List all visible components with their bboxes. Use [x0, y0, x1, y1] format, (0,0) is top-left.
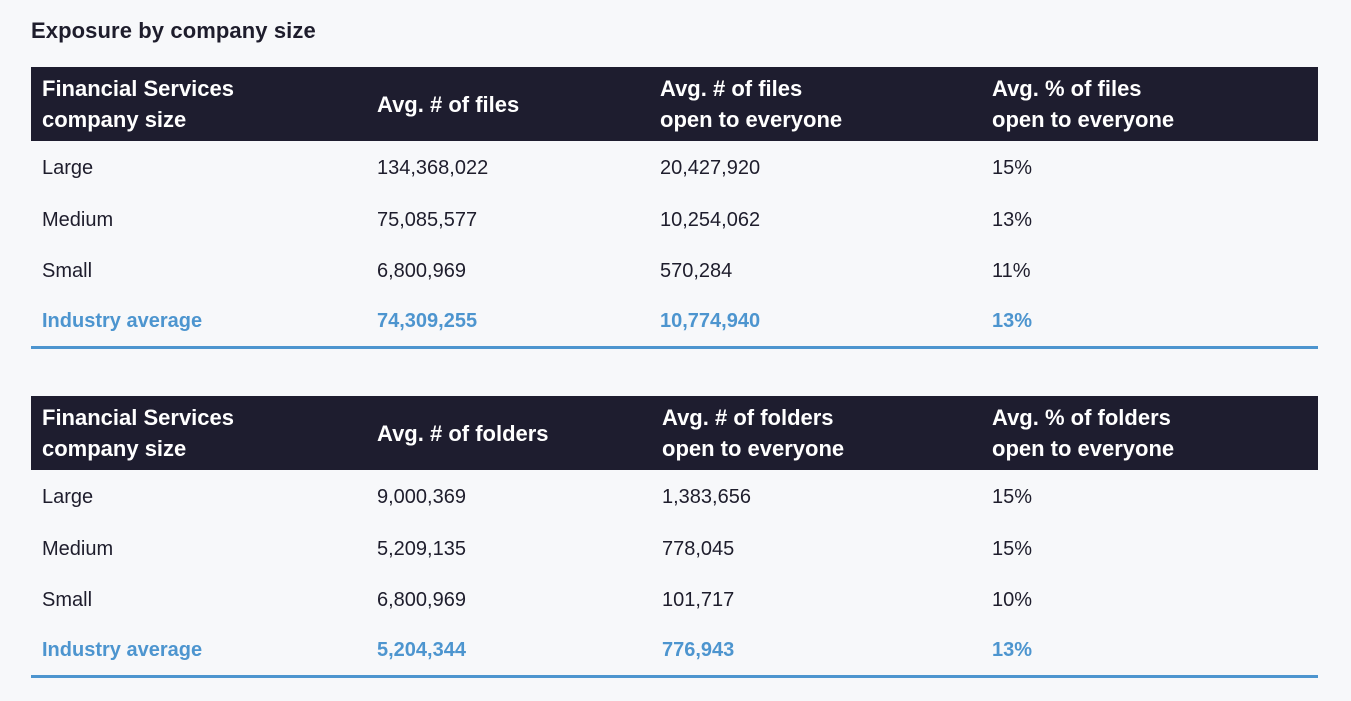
cell-avg-files-open: 570,284: [660, 260, 733, 283]
cell-avg-folders: 6,800,969: [377, 589, 466, 612]
header-avg-pct-folders-open: Avg. % of folders open to everyone: [992, 405, 1175, 461]
cell-avg-folders: 5,204,344: [377, 639, 466, 662]
table-row: Small 6,800,969 101,717 10%: [31, 575, 1318, 627]
cell-company-size: Medium: [42, 537, 114, 560]
header-avg-files: Avg. # of files: [377, 91, 520, 117]
cell-avg-folders-open: 1,383,656: [662, 486, 751, 509]
cell-avg-files: 6,800,969: [377, 260, 466, 283]
cell-avg-files: 75,085,577: [377, 208, 478, 231]
cell-avg-files-open: 20,427,920: [660, 157, 761, 180]
table-header-row: Financial Services company size Avg. # o…: [31, 396, 1318, 470]
cell-average-label: Industry average: [42, 639, 203, 662]
cell-avg-folders-open: 776,943: [662, 639, 735, 662]
cell-pct-files-open: 11%: [992, 260, 1031, 283]
cell-avg-folders-open: 778,045: [662, 537, 735, 560]
cell-avg-folders: 9,000,369: [377, 486, 466, 509]
cell-avg-folders-open: 101,717: [662, 589, 735, 612]
cell-company-size: Small: [42, 589, 93, 612]
industry-average-row: Industry average 5,204,344 776,943 13%: [31, 627, 1318, 678]
cell-average-label: Industry average: [42, 310, 203, 333]
files-exposure-table: Financial Services company size Avg. # o…: [31, 67, 1318, 349]
header-avg-folders: Avg. # of folders: [377, 420, 549, 446]
cell-company-size: Medium: [42, 208, 114, 231]
cell-company-size: Large: [42, 157, 94, 180]
cell-pct-folders-open: 10%: [992, 589, 1033, 612]
header-company-size: Financial Services company size: [42, 405, 234, 461]
table-row: Large 9,000,369 1,383,656 15%: [31, 472, 1318, 524]
cell-avg-files: 74,309,255: [377, 310, 478, 333]
cell-pct-folders-open: 15%: [992, 486, 1033, 509]
cell-company-size: Small: [42, 260, 93, 283]
cell-avg-files-open: 10,774,940: [660, 310, 761, 333]
industry-average-row: Industry average 74,309,255 10,774,940 1…: [31, 298, 1318, 349]
cell-pct-files-open: 15%: [992, 157, 1033, 180]
header-avg-files-open: Avg. # of files open to everyone: [660, 76, 843, 132]
table-header-row: Financial Services company size Avg. # o…: [31, 67, 1318, 141]
header-company-size: Financial Services company size: [42, 76, 234, 132]
header-avg-folders-open: Avg. # of folders open to everyone: [662, 405, 845, 461]
cell-pct-folders-open: 15%: [992, 537, 1033, 560]
table-row: Small 6,800,969 570,284 11%: [31, 246, 1318, 298]
cell-avg-files-open: 10,254,062: [660, 208, 761, 231]
table-row: Medium 5,209,135 778,045 15%: [31, 524, 1318, 576]
cell-avg-folders: 5,209,135: [377, 537, 466, 560]
page-title: Exposure by company size: [31, 18, 316, 43]
cell-pct-folders-open: 13%: [992, 639, 1033, 662]
header-avg-pct-files-open: Avg. % of files open to everyone: [992, 76, 1175, 132]
cell-pct-files-open: 13%: [992, 310, 1033, 333]
folders-exposure-table: Financial Services company size Avg. # o…: [31, 396, 1318, 678]
cell-company-size: Large: [42, 486, 94, 509]
table-row: Large 134,368,022 20,427,920 15%: [31, 143, 1318, 195]
table-row: Medium 75,085,577 10,254,062 13%: [31, 195, 1318, 247]
cell-avg-files: 134,368,022: [377, 157, 489, 180]
cell-pct-files-open: 13%: [992, 208, 1033, 231]
